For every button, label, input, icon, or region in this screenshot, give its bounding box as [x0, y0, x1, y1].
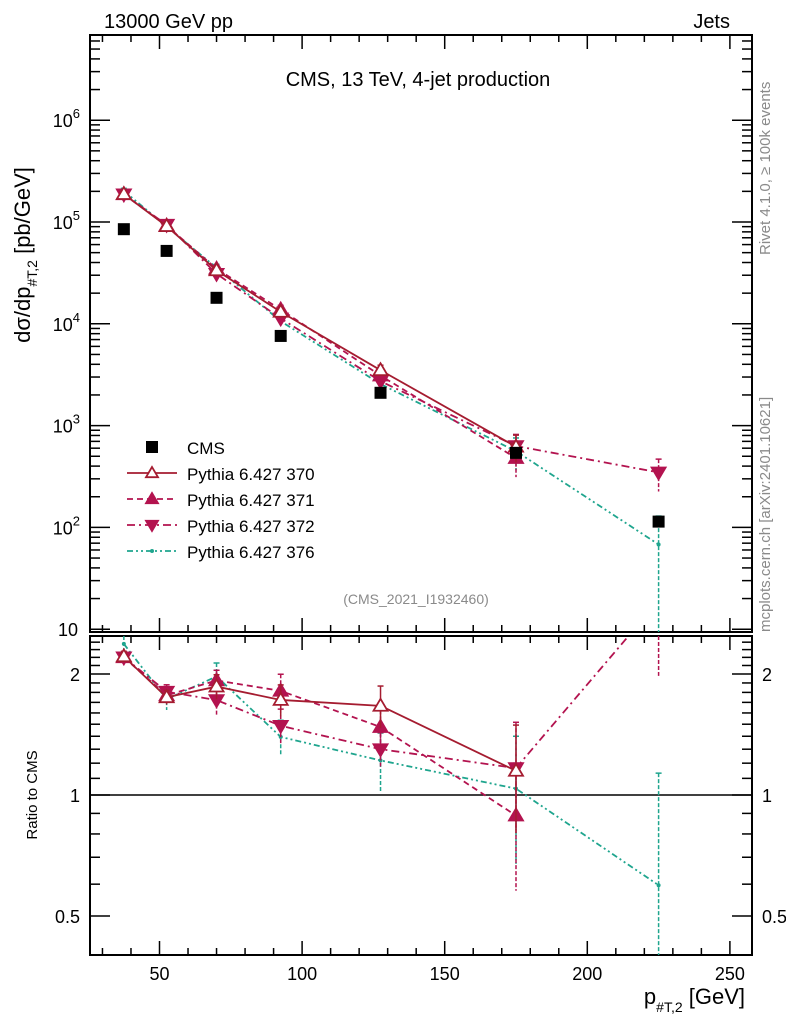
- header-right: Jets: [693, 11, 730, 33]
- y-tick-label: 104: [53, 310, 80, 335]
- data-point-cms: [117, 223, 130, 236]
- series-s376-ratio-line: [123, 643, 660, 886]
- y-tick-label: 102: [53, 513, 80, 538]
- y-tick-label-left: 0.5: [55, 907, 80, 927]
- y-tick-label: 10: [58, 620, 78, 640]
- series-s370-point: [158, 688, 176, 704]
- data-point-cms: [510, 446, 522, 459]
- plot-title: CMS, 13 TeV, 4-jet production: [286, 69, 551, 91]
- legend-marker: [144, 465, 160, 479]
- ratio-series: [115, 636, 662, 955]
- series-s372-ratio-line: [123, 636, 630, 770]
- x-tick-label: 200: [572, 964, 602, 984]
- series-s370-point: [272, 303, 290, 318]
- y-tick-label-left: 2: [70, 665, 80, 685]
- header-left: 13000 GeV pp: [104, 11, 233, 33]
- legend-label: Pythia 6.427 370: [187, 465, 315, 484]
- series-s370-point: [207, 677, 226, 693]
- x-tick-label: 150: [430, 964, 460, 984]
- series-s370-ratio-line: [123, 655, 517, 772]
- legend-marker: [144, 491, 160, 505]
- y-tick-label: 103: [53, 412, 80, 437]
- series-s370-point: [371, 697, 390, 712]
- side-text-rivet: Rivet 4.1.0, ≥ 100k events: [757, 82, 774, 255]
- series-s370-point: [158, 217, 176, 232]
- y-tick-label-right: 0.5: [762, 907, 786, 927]
- ratio-panel: 50 100 150 200 250 0.5 0.5 1 1 2 2: [55, 635, 786, 984]
- series-s370-point: [115, 647, 133, 663]
- main-panel: 10 102 103 104 105 106: [53, 34, 753, 640]
- data-point-cms: [374, 386, 387, 399]
- side-text-mcplots: mcplots.cern.ch [arXiv:2401.10621]: [757, 397, 774, 632]
- series-s370-point: [507, 762, 525, 777]
- data-point-cms: [652, 515, 665, 528]
- legend-label: Pythia 6.427 376: [187, 543, 315, 562]
- legend-label: Pythia 6.427 372: [187, 517, 315, 536]
- series-s376-point: [656, 542, 661, 547]
- legend: CMS Pythia 6.427 370 Pythia 6.427 371 Pythi…: [127, 439, 315, 562]
- legend-label: Pythia 6.427 371: [187, 491, 315, 510]
- y-tick-label: 105: [53, 208, 80, 233]
- data-point-cms: [160, 244, 173, 257]
- data-point-cms: [210, 291, 223, 304]
- legend-marker: [144, 519, 160, 533]
- y-tick-label-left: 1: [70, 786, 80, 806]
- series-s376-point: [121, 641, 126, 646]
- x-tick-label: 100: [287, 964, 317, 984]
- series-s371-ratio-line: [123, 656, 517, 817]
- legend-marker: [146, 441, 158, 453]
- y-tick-label: 106: [53, 106, 80, 131]
- legend-marker: [150, 549, 154, 553]
- series-s372-point: [650, 466, 668, 482]
- series-s370-point: [207, 261, 226, 277]
- y-axis-label-ratio: Ratio to CMS: [24, 750, 41, 839]
- series-s370-point: [115, 185, 133, 200]
- y-axis-label-main: dσ/dp#T,2 [pb/GeV]: [10, 167, 40, 343]
- series-s376-point: [656, 883, 661, 888]
- x-axis-label: p#T,2 [GeV]: [644, 984, 745, 1015]
- y-tick-label-right: 2: [762, 665, 772, 685]
- series-s372-line: [123, 193, 659, 474]
- y-tick-label-right: 1: [762, 786, 772, 806]
- series-s370-point: [371, 361, 390, 377]
- series-s370-point: [272, 691, 290, 706]
- main-series: [115, 185, 668, 632]
- x-tick-label: 50: [149, 964, 169, 984]
- series-s372-point: [272, 719, 290, 735]
- series-s370-line: [123, 193, 517, 448]
- x-tick-label: 250: [715, 964, 745, 984]
- legend-label: CMS: [187, 439, 225, 458]
- watermark: (CMS_2021_I1932460): [343, 591, 489, 607]
- data-point-cms: [274, 329, 287, 342]
